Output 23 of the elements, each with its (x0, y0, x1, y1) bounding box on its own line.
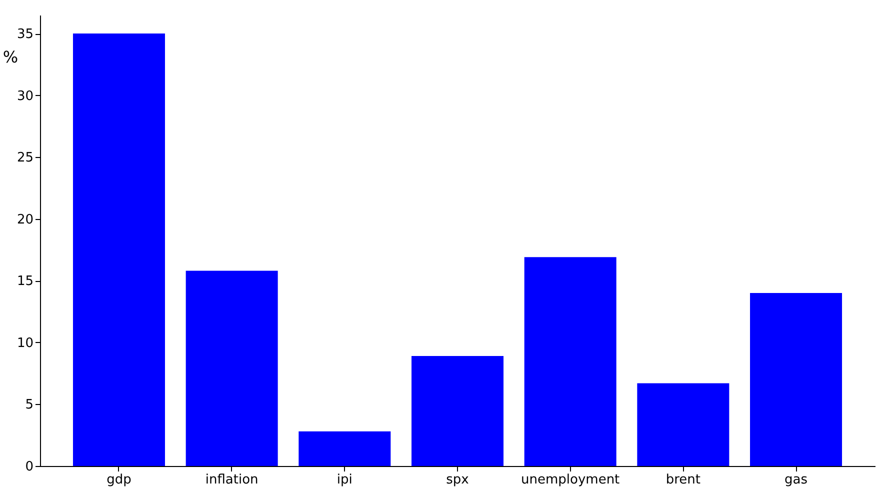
y-tick-label: 5 (25, 398, 34, 413)
y-tick-label: 35 (16, 27, 34, 42)
bar (637, 383, 730, 466)
y-tick-label: 20 (16, 212, 34, 228)
x-tick-label: ipi (336, 472, 352, 488)
bar (412, 356, 504, 466)
x-tick-label: gdp (106, 472, 132, 488)
bar (186, 270, 278, 466)
x-tick-label: spx (446, 472, 470, 488)
y-axis-title: % (2, 48, 18, 66)
x-tick-label: inflation (205, 472, 258, 488)
bar (298, 431, 391, 466)
y-tick-label: 0 (25, 460, 34, 474)
y-tick-label: 15 (16, 274, 34, 290)
y-tick-label: 25 (16, 150, 34, 166)
bar (72, 34, 165, 466)
x-tick-label: brent (666, 472, 701, 488)
bar (524, 257, 616, 466)
y-tick-label: 30 (16, 88, 34, 104)
y-tick-label: 10 (16, 336, 34, 351)
x-tick-label: gas (784, 472, 808, 488)
x-tick-label: unemployment (521, 472, 620, 488)
bar (750, 293, 842, 466)
